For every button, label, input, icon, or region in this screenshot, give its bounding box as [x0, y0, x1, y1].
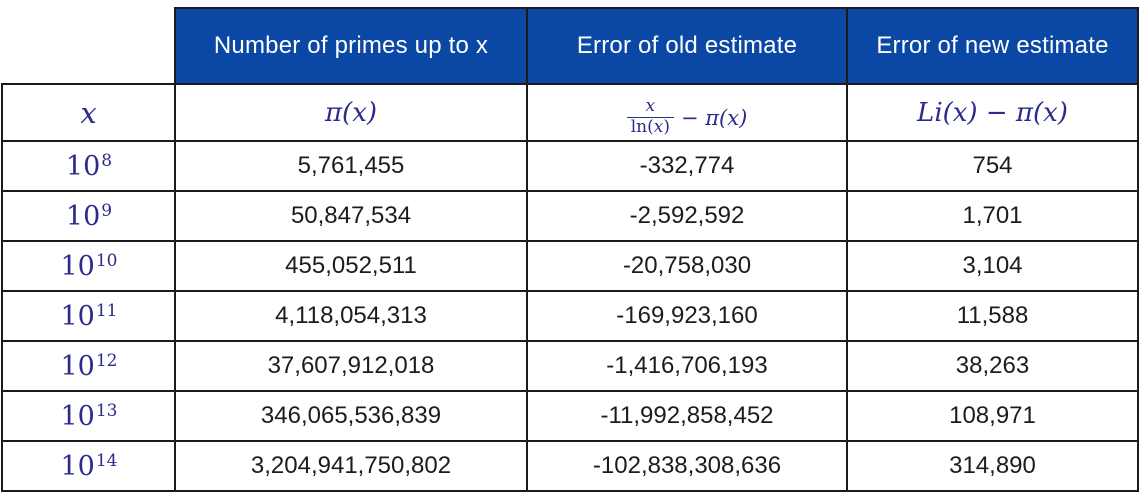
fraction: x ln(x): [626, 96, 674, 138]
x-power-cell: 1011: [1, 290, 176, 342]
old-error-value-cell: -1,416,706,193: [526, 340, 848, 392]
table-row: 1014 3,204,941,750,802 -102,838,308,636 …: [1, 440, 1139, 492]
x-power-cell: 1013: [1, 390, 176, 442]
new-error-value-cell: 38,263: [846, 340, 1139, 392]
header-error-new-estimate: Error of new estimate: [846, 7, 1139, 85]
fraction-numerator: x: [645, 96, 656, 117]
group-header-row: Number of primes up to x Error of old es…: [2, 7, 1139, 85]
table-row: 1011 4,118,054,313 -169,923,160 11,588: [1, 290, 1139, 342]
new-error-value-cell: 754: [846, 140, 1139, 192]
table-row: 109 50,847,534 -2,592,592 1,701: [1, 190, 1139, 242]
new-error-value-cell: 3,104: [846, 240, 1139, 292]
pi-x-value-cell: 346,065,536,839: [174, 390, 528, 442]
old-error-value-cell: -332,774: [526, 140, 848, 192]
old-error-value-cell: -102,838,308,636: [526, 440, 848, 492]
x-power-cell: 1012: [1, 340, 176, 392]
x-power-cell: 1010: [1, 240, 176, 292]
new-error-value-cell: 108,971: [846, 390, 1139, 442]
prime-count-table: Number of primes up to x Error of old es…: [1, 7, 1139, 492]
x-power-cell: 109: [1, 190, 176, 242]
pi-x-value-cell: 5,761,455: [174, 140, 528, 192]
minus-pi-x: − π(x): [680, 105, 748, 130]
exponent: 13: [95, 401, 118, 421]
fraction-denominator: ln(x): [626, 117, 674, 138]
table-row: 1010 455,052,511 -20,758,030 3,104: [1, 240, 1139, 292]
math-header-x: x: [1, 83, 176, 142]
header-error-old-estimate: Error of old estimate: [526, 7, 848, 85]
table-body: 108 5,761,455 -332,774 754 109 50,847,53…: [1, 140, 1139, 492]
math-header-row: x π(x) x ln(x) − π(x) Li(x) − π(x): [1, 83, 1139, 142]
pi-x-value-cell: 37,607,912,018: [174, 340, 528, 392]
old-error-value-cell: -11,992,858,452: [526, 390, 848, 442]
table-row: 1012 37,607,912,018 -1,416,706,193 38,26…: [1, 340, 1139, 392]
exponent: 10: [95, 251, 118, 271]
exponent: 9: [101, 201, 113, 221]
pi-x-value-cell: 4,118,054,313: [174, 290, 528, 342]
new-error-value-cell: 314,890: [846, 440, 1139, 492]
pi-x-value-cell: 3,204,941,750,802: [174, 440, 528, 492]
pi-x-value-cell: 50,847,534: [174, 190, 528, 242]
math-header-li-x-minus-pi-x: Li(x) − π(x): [846, 83, 1139, 142]
table-row: 108 5,761,455 -332,774 754: [1, 140, 1139, 192]
pi-x-value-cell: 455,052,511: [174, 240, 528, 292]
exponent: 8: [101, 151, 113, 171]
exponent: 14: [95, 451, 118, 471]
old-error-value-cell: -20,758,030: [526, 240, 848, 292]
fraction-expression: x ln(x) − π(x): [626, 96, 748, 138]
x-power-cell: 108: [1, 140, 176, 192]
exponent: 11: [95, 301, 118, 321]
math-header-x-over-lnx-minus-pi: x ln(x) − π(x): [526, 83, 848, 142]
new-error-value-cell: 11,588: [846, 290, 1139, 342]
prime-count-table-wrapper: Number of primes up to x Error of old es…: [1, 7, 1139, 492]
old-error-value-cell: -2,592,592: [526, 190, 848, 242]
math-header-pi-x: π(x): [174, 83, 528, 142]
table-row: 1013 346,065,536,839 -11,992,858,452 108…: [1, 390, 1139, 442]
corner-empty-cell: [2, 8, 175, 84]
header-number-of-primes: Number of primes up to x: [174, 7, 528, 85]
x-power-cell: 1014: [1, 440, 176, 492]
new-error-value-cell: 1,701: [846, 190, 1139, 242]
exponent: 12: [95, 351, 118, 371]
old-error-value-cell: -169,923,160: [526, 290, 848, 342]
